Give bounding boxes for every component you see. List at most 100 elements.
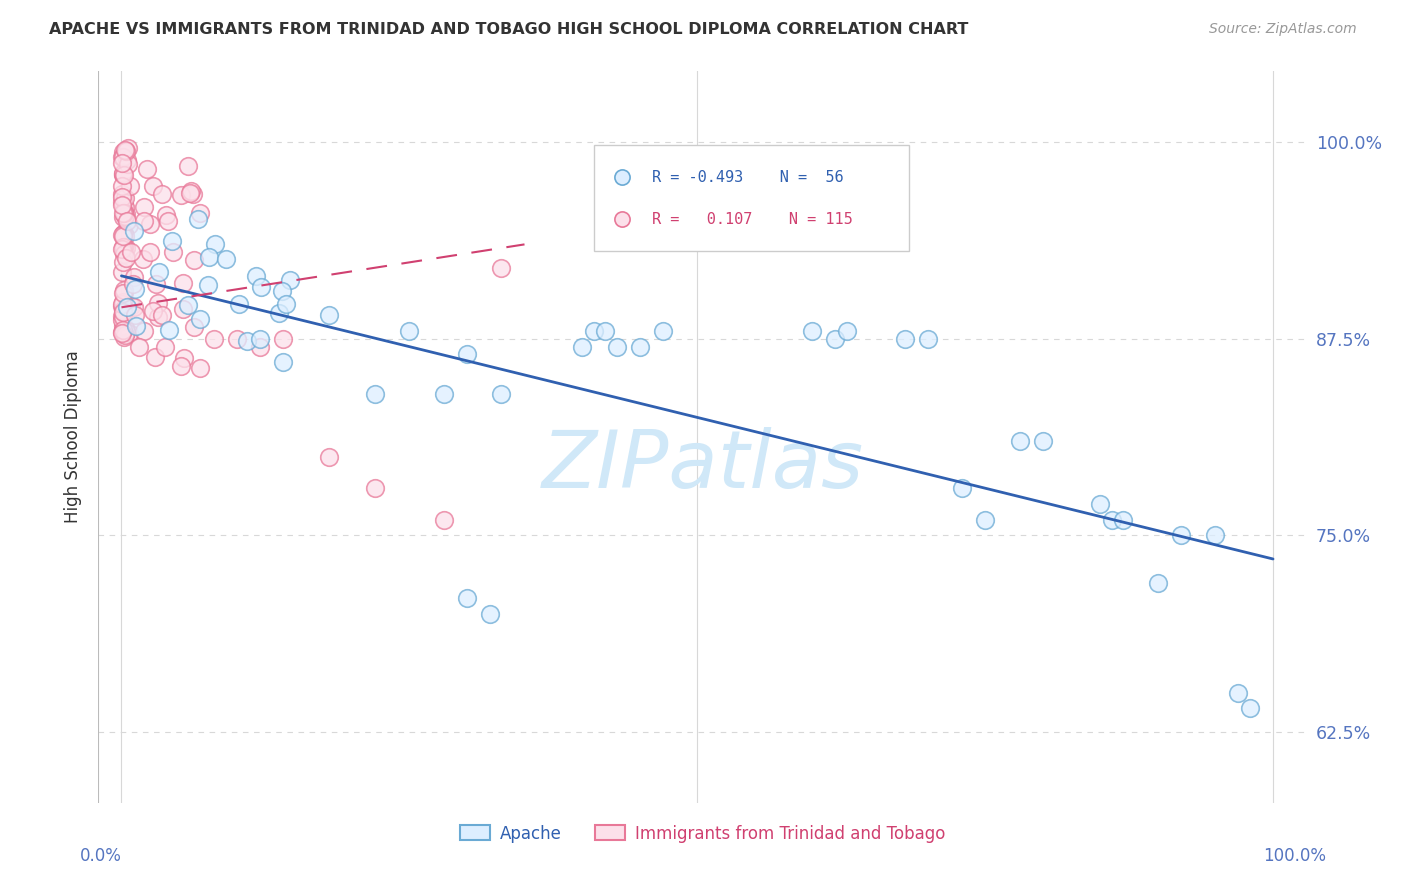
Point [146, 310, 169, 324]
Point [111, 187, 134, 202]
Point [111, 210, 134, 224]
Point [180, 184, 202, 198]
Point [112, 319, 135, 334]
Point [188, 312, 211, 326]
Point [318, 308, 340, 322]
Point [197, 250, 219, 264]
Point [267, 306, 290, 320]
Point [122, 270, 145, 285]
Y-axis label: High School Diploma: High School Diploma [63, 351, 82, 524]
Text: 100.0%: 100.0% [1263, 847, 1326, 864]
Point [172, 277, 194, 291]
Point [1239, 701, 1261, 715]
Point [245, 269, 267, 284]
Point [120, 245, 142, 260]
Point [593, 324, 616, 338]
Point [115, 300, 138, 314]
Point [136, 162, 159, 177]
Point [132, 201, 155, 215]
Point [249, 280, 271, 294]
Point [111, 198, 134, 212]
Point [274, 297, 297, 311]
Point [155, 340, 177, 354]
Point [686, 812, 709, 826]
Point [114, 321, 136, 335]
Point [111, 255, 134, 269]
Point [183, 253, 205, 268]
Point [835, 324, 858, 338]
Point [114, 229, 136, 244]
Point [1090, 497, 1112, 511]
Point [112, 198, 135, 212]
Point [138, 217, 160, 231]
Point [111, 229, 134, 244]
Point [114, 327, 136, 342]
Point [188, 361, 211, 376]
Point [111, 295, 134, 310]
Point [114, 326, 136, 340]
Point [111, 150, 134, 164]
Point [582, 324, 605, 338]
Point [609, 363, 631, 377]
Point [318, 450, 340, 464]
Point [148, 265, 170, 279]
Point [364, 481, 387, 495]
Point [179, 186, 201, 200]
Point [112, 166, 135, 180]
Point [271, 284, 294, 298]
Point [124, 308, 146, 322]
Point [111, 325, 134, 339]
Point [111, 299, 134, 313]
Point [112, 286, 135, 301]
Point [1008, 434, 1031, 448]
Point [228, 297, 250, 311]
Point [111, 178, 134, 193]
Point [1032, 434, 1054, 448]
Point [249, 340, 271, 354]
Point [112, 204, 135, 219]
Point [114, 209, 136, 223]
Point [134, 214, 156, 228]
Point [606, 340, 628, 354]
Point [160, 235, 183, 249]
Point [111, 191, 134, 205]
Point [214, 252, 236, 266]
Point [478, 607, 501, 621]
Point [974, 513, 997, 527]
Point [112, 246, 135, 260]
Point [131, 252, 153, 267]
Legend: Apache, Immigrants from Trinidad and Tobago: Apache, Immigrants from Trinidad and Tob… [454, 818, 952, 849]
Point [118, 326, 141, 340]
Point [115, 214, 138, 228]
Point [112, 206, 135, 220]
Point [111, 303, 134, 318]
Point [235, 334, 257, 349]
Point [145, 277, 167, 291]
Point [114, 200, 136, 214]
Point [114, 301, 136, 316]
Point [271, 332, 294, 346]
Point [132, 324, 155, 338]
Point [112, 325, 135, 339]
Point [1101, 513, 1123, 527]
Point [111, 313, 134, 327]
Point [156, 214, 179, 228]
Point [112, 323, 135, 337]
Point [170, 188, 193, 202]
Point [188, 205, 211, 219]
Point [801, 324, 824, 338]
Point [111, 145, 134, 159]
Point [112, 284, 135, 298]
Point [117, 157, 139, 171]
Text: 0.0%: 0.0% [80, 847, 122, 864]
Point [651, 324, 673, 338]
Point [181, 187, 204, 202]
Point [112, 169, 135, 183]
Point [128, 340, 150, 354]
Point [398, 324, 420, 338]
Point [628, 340, 651, 354]
Point [155, 208, 177, 222]
Point [172, 301, 194, 316]
Point [112, 329, 135, 343]
Text: Source: ZipAtlas.com: Source: ZipAtlas.com [1209, 22, 1357, 37]
